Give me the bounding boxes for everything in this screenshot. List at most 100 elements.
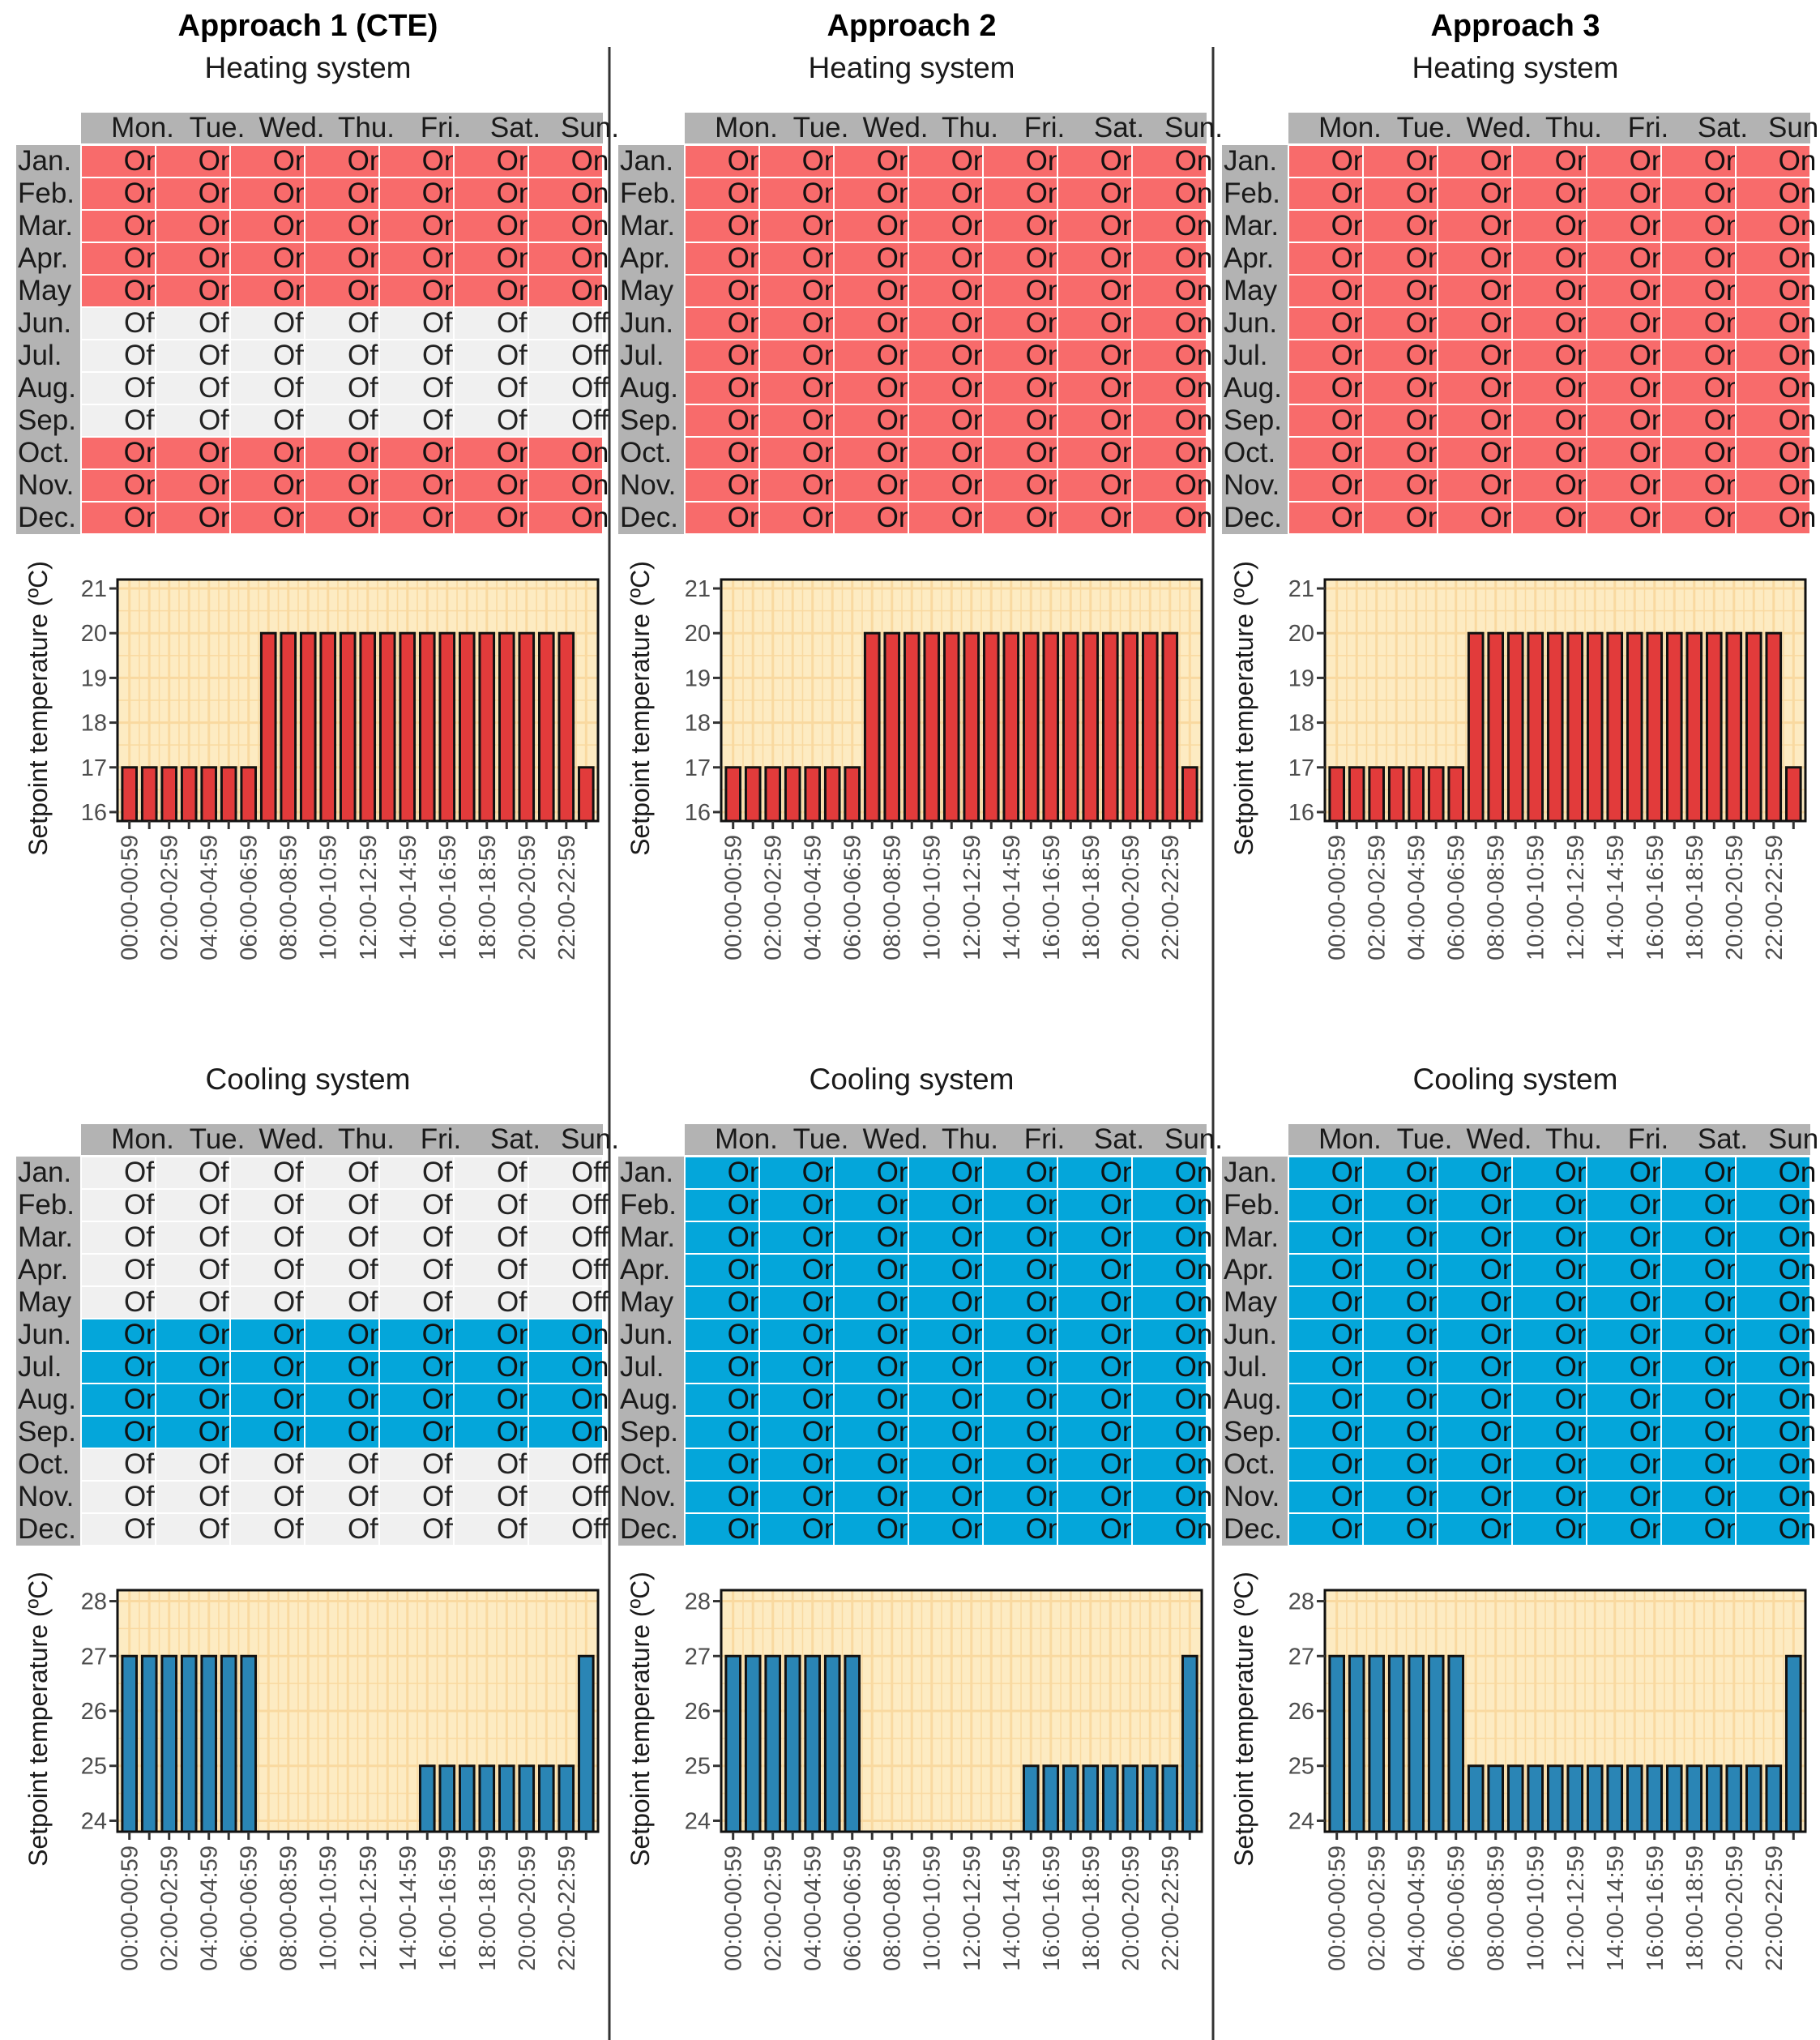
schedule-cell: [304, 1415, 380, 1449]
month-label: Jan.: [1224, 145, 1277, 177]
month-label-bg: [1222, 1513, 1288, 1546]
day-label: Wed.: [1466, 1123, 1532, 1155]
y-axis-label: Setpoint temperature (ºC): [23, 561, 53, 856]
day-label: Fri.: [1628, 112, 1669, 143]
schedule-cell: [684, 1512, 760, 1546]
schedule-cell: [453, 468, 529, 503]
schedule-cell: [908, 177, 984, 211]
bar-03:00-03:59: [1387, 766, 1405, 823]
schedule-cell: [1362, 371, 1438, 405]
month-label-bg: [1222, 177, 1288, 210]
schedule-cell-text: On: [571, 1319, 609, 1350]
schedule-cell: [1057, 306, 1133, 340]
month-label: Sep.: [1224, 1416, 1282, 1448]
bar-22:00-22:59: [1161, 631, 1179, 823]
schedule-cell-text: On: [1175, 1351, 1213, 1383]
schedule-cell: [1511, 1318, 1587, 1352]
schedule-cell: [378, 1512, 455, 1546]
schedule-cell: [758, 1512, 835, 1546]
schedule-cell: [80, 501, 156, 535]
y-tick-label: 16: [685, 800, 711, 826]
schedule-cell: [155, 1285, 231, 1319]
x-tick-label: 22:00-22:59: [1762, 1845, 1788, 1971]
bar-15:00-15:59: [1626, 631, 1643, 823]
panel-heating-2: Approach 2 Heating system Mon. Tue. Wed. Thu.…: [618, 9, 1223, 960]
month-label: Jul.: [1224, 340, 1267, 371]
bar-09:00-09:59: [299, 631, 317, 823]
schedule-cell: [453, 1253, 529, 1287]
x-tick-label: 22:00-22:59: [1158, 1845, 1184, 1971]
schedule-cell: [528, 1448, 604, 1482]
x-tick-label: 00:00-00:59: [1325, 835, 1351, 960]
schedule-cell: [1660, 339, 1737, 373]
schedule-cell: [1437, 177, 1513, 211]
schedule-cell: [833, 1350, 909, 1384]
bar-21:00-21:59: [1141, 631, 1159, 823]
schedule-cell-text: On: [1175, 307, 1213, 339]
month-label: Jan.: [620, 145, 673, 177]
bar-20:00-20:59: [1725, 631, 1743, 823]
x-tick-label: 20:00-20:59: [1118, 835, 1144, 960]
schedule-cell-text: Off: [571, 1157, 609, 1188]
schedule-cell-text: On: [1175, 404, 1213, 436]
month-label: Sep.: [620, 404, 678, 436]
schedule-cell-text: Off: [571, 1221, 609, 1253]
y-tick-label: 28: [81, 1589, 107, 1615]
schedule-cell: [833, 274, 909, 308]
bar-00:00-00:59: [1328, 1654, 1346, 1833]
bar-22:00-22:59: [1161, 1764, 1179, 1833]
schedule-cell: [528, 1253, 604, 1287]
bar-00:00-00:59: [121, 1654, 139, 1833]
bar-17:00-17:59: [1062, 631, 1079, 823]
month-label-bg: [16, 502, 81, 534]
day-label: Tue.: [190, 1123, 246, 1155]
x-tick-label: 18:00-18:59: [475, 1845, 501, 1971]
schedule-cell: [908, 1188, 984, 1222]
schedule-cell: [982, 274, 1058, 308]
x-tick-label: 16:00-16:59: [1039, 1845, 1065, 1971]
bar-20:00-20:59: [1725, 1764, 1743, 1833]
schedule-cell: [229, 1318, 305, 1352]
schedule-cell: [1660, 1253, 1737, 1287]
bar-21:00-21:59: [1745, 631, 1762, 823]
bar-00:00-00:59: [121, 766, 139, 823]
schedule-cell: [378, 1285, 455, 1319]
bar-16:00-16:59: [1646, 631, 1664, 823]
schedule-cell: [229, 177, 305, 211]
y-tick-label: 28: [1288, 1589, 1314, 1615]
schedule-cell: [155, 1480, 231, 1514]
x-tick-label: 14:00-14:59: [999, 1845, 1025, 1971]
schedule-cell: [80, 1383, 156, 1417]
x-tick-label: 02:00-02:59: [761, 835, 787, 960]
schedule-cell: [378, 1383, 455, 1417]
bar-05:00-05:59: [823, 1654, 841, 1833]
bar-03:00-03:59: [784, 766, 801, 823]
schedule-cell: [1057, 404, 1133, 438]
month-label-bg: [16, 1319, 81, 1351]
schedule-cell: [1660, 1318, 1737, 1352]
month-label: Feb.: [18, 177, 75, 209]
y-tick-label: 16: [81, 800, 107, 826]
x-tick-label: 04:00-04:59: [801, 1845, 827, 1971]
month-label: Apr.: [18, 242, 68, 274]
bar-19:00-19:59: [1101, 1764, 1119, 1833]
schedule-cell-text: On: [1779, 502, 1817, 533]
schedule-cell: [982, 177, 1058, 211]
x-tick-label: 02:00-02:59: [761, 1845, 787, 1971]
schedule-cell: [908, 404, 984, 438]
month-label: Mar.: [18, 1221, 73, 1253]
schedule-cell-text: On: [1175, 177, 1213, 209]
bar-04:00-04:59: [804, 766, 822, 823]
bar-06:00-06:59: [240, 1654, 258, 1833]
month-label: Oct.: [620, 437, 672, 468]
schedule-cell: [1131, 177, 1207, 211]
schedule-cell: [229, 306, 305, 340]
day-label: Thu.: [338, 112, 395, 143]
schedule-cell: [1586, 306, 1662, 340]
schedule-cell: [982, 1512, 1058, 1546]
x-tick-label: 04:00-04:59: [801, 835, 827, 960]
schedule-cell-text: On: [1175, 275, 1213, 306]
month-label: Apr.: [620, 1254, 670, 1285]
bar-14:00-14:59: [1606, 1764, 1624, 1833]
schedule-cell: [982, 468, 1058, 503]
